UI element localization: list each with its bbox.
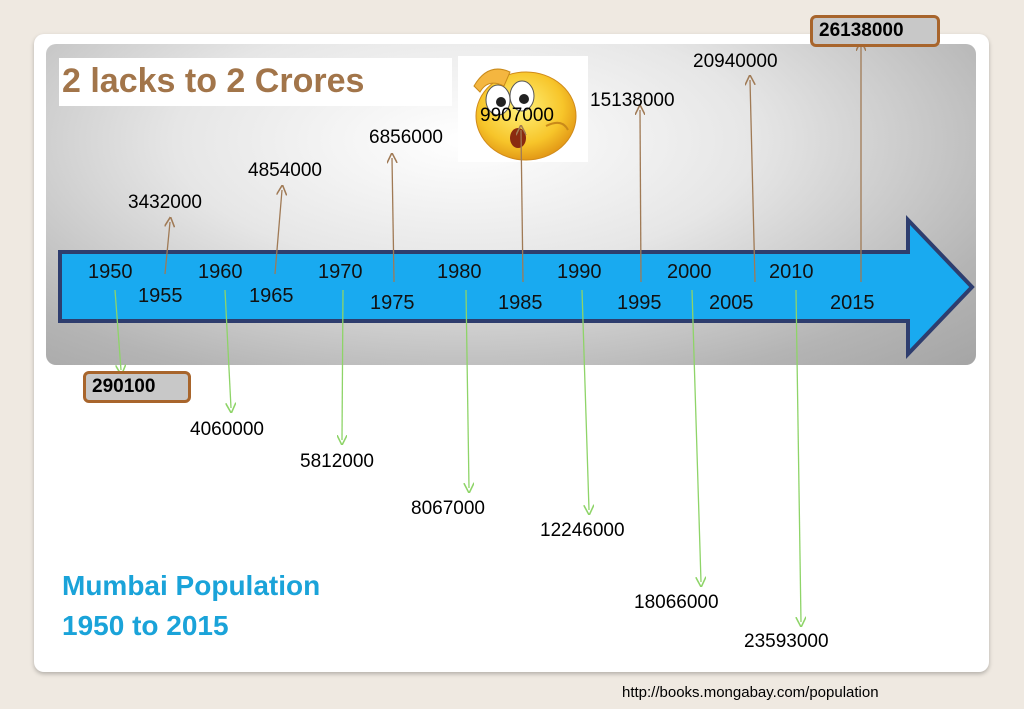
year-label-1990: 1990 (557, 261, 602, 283)
timeline-arrow (58, 215, 975, 359)
down-arrow-1950 (114, 289, 121, 370)
down-arrow-2000 (691, 289, 701, 582)
title-box (59, 58, 452, 106)
down-arrow-1990 (581, 289, 589, 510)
up-arrow-1965 (274, 190, 282, 275)
emoji-box (458, 56, 588, 162)
population-1995: 15138000 (590, 90, 675, 111)
population-1960: 4060000 (190, 419, 264, 440)
population-2010: 23593000 (744, 631, 829, 652)
subtitle-line-2: 1950 to 2015 (62, 610, 229, 641)
year-label-1995: 1995 (617, 292, 662, 314)
year-label-1950: 1950 (88, 261, 133, 283)
up-arrow-1975 (392, 158, 394, 283)
population-1965: 4854000 (248, 160, 322, 181)
year-label-2010: 2010 (769, 261, 814, 283)
slide-title: 2 lacks to 2 Crores (62, 62, 365, 100)
population-1990: 12246000 (540, 520, 625, 541)
year-label-1985: 1985 (498, 292, 543, 314)
year-label-2015: 2015 (830, 292, 875, 314)
population-2005: 20940000 (693, 51, 778, 72)
subtitle: Mumbai Population 1950 to 2015 (62, 566, 320, 646)
year-label-2000: 2000 (667, 261, 712, 283)
year-label-1965: 1965 (249, 285, 294, 307)
year-label-1980: 1980 (437, 261, 482, 283)
population-1975: 6856000 (369, 127, 443, 148)
subtitle-line-1: Mumbai Population (62, 570, 321, 601)
population-2000: 18066000 (634, 592, 719, 613)
population-2015-highlight: 26138000 (810, 15, 940, 47)
year-label-1970: 1970 (318, 261, 363, 283)
year-label-1975: 1975 (370, 292, 415, 314)
year-label-2005: 2005 (709, 292, 754, 314)
population-1980: 8067000 (411, 498, 485, 519)
source-link[interactable]: http://books.mongabay.com/population (622, 684, 879, 701)
year-label-1955: 1955 (138, 285, 183, 307)
down-arrow-1960 (224, 289, 231, 408)
up-arrow-1985 (521, 130, 523, 283)
surprised-emoji-icon (473, 68, 577, 161)
down-arrow-2010 (795, 289, 801, 622)
population-1950-highlight: 290100 (83, 371, 191, 403)
up-arrow-2005 (750, 80, 756, 283)
down-arrow-1970 (342, 289, 343, 440)
up-arrow-1955 (165, 222, 170, 275)
population-1985: 9907000 (480, 105, 554, 126)
year-label-1960: 1960 (198, 261, 243, 283)
down-arrow-1980 (466, 289, 469, 488)
population-1955: 3432000 (128, 192, 202, 213)
up-arrow-1995 (640, 110, 641, 283)
population-1970: 5812000 (300, 451, 374, 472)
